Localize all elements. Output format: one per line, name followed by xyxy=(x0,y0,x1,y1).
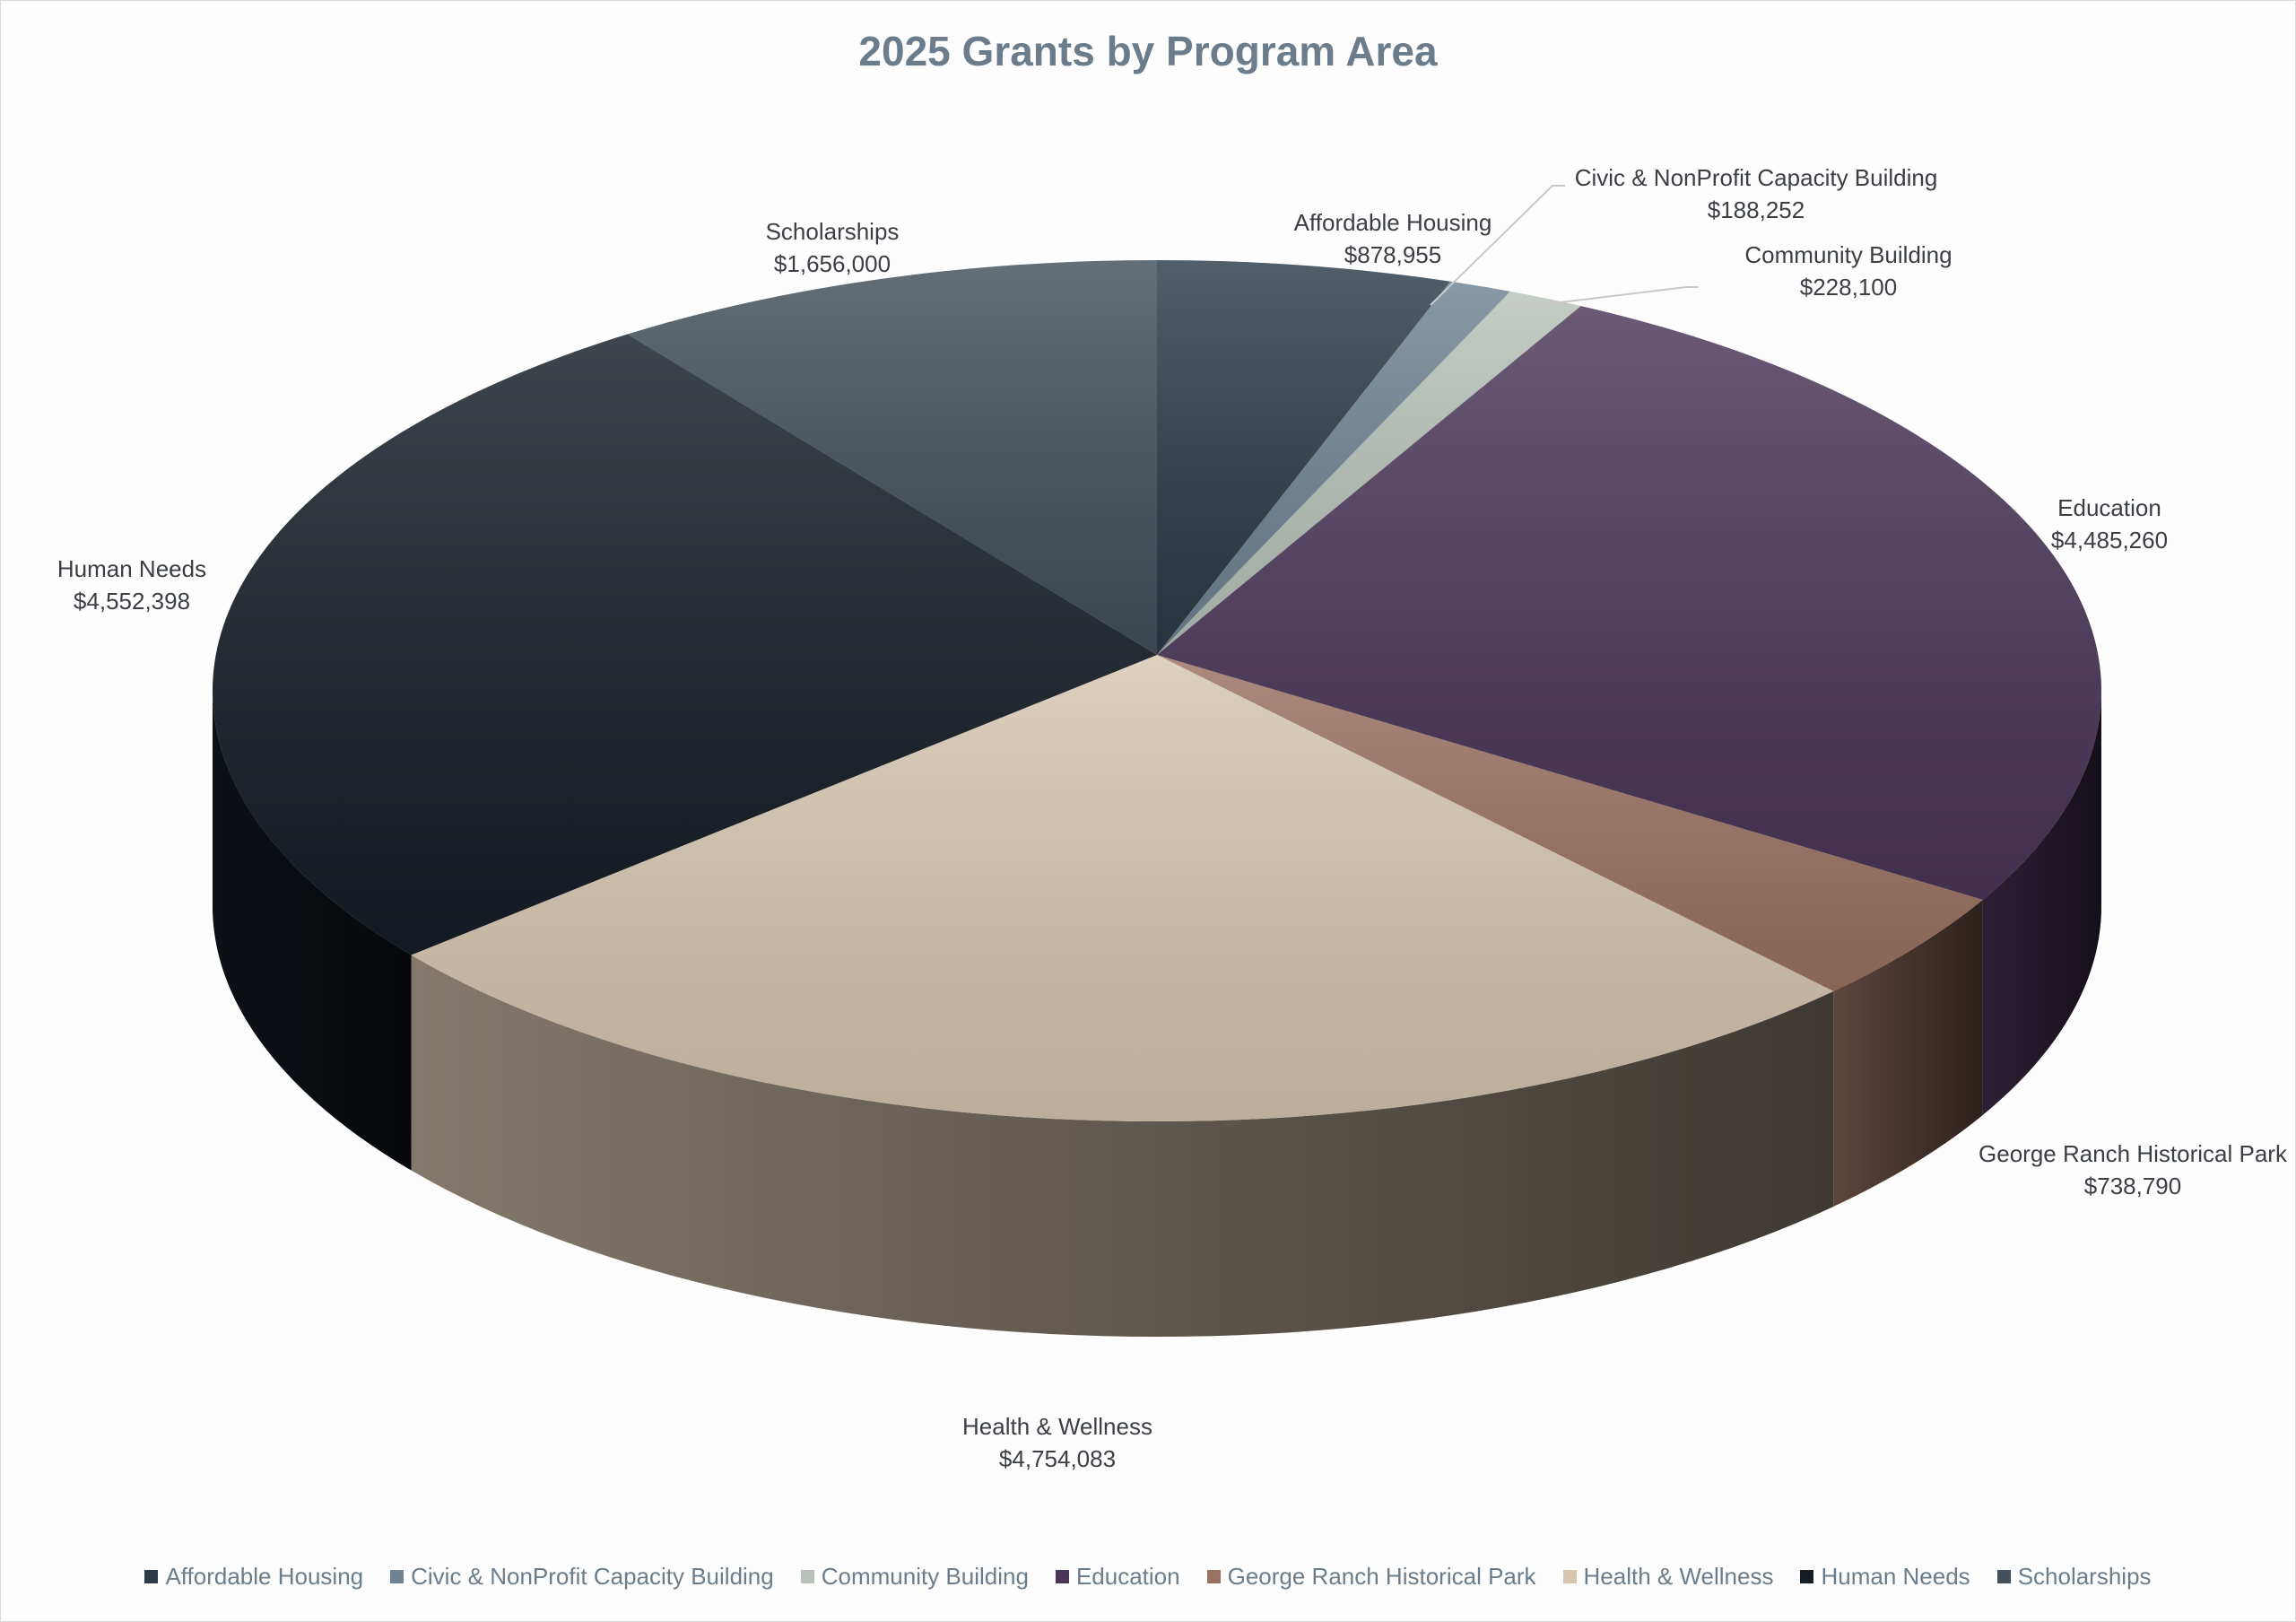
slice-shade-community-building xyxy=(1157,291,1581,655)
legend-label: Community Building xyxy=(821,1563,1029,1590)
legend-item-scholarships: Scholarships xyxy=(1996,1563,2152,1591)
legend-swatch xyxy=(800,1570,814,1583)
legend-swatch xyxy=(1055,1570,1069,1583)
legend-label: Health & Wellness xyxy=(1583,1563,1774,1590)
legend-item-health-wellness: Health & Wellness xyxy=(1562,1563,1774,1591)
data-label-civic: Civic & NonProfit Capacity Building $188,… xyxy=(1574,164,1938,223)
legend-label: Civic & NonProfit Capacity Building xyxy=(411,1563,774,1590)
data-label-health-wellness: Health & Wellness $4,754,083 xyxy=(962,1413,1152,1472)
data-label-community-building: Community Building $228,100 xyxy=(1744,241,1952,301)
legend-swatch xyxy=(390,1570,404,1583)
side-shade-health-wellness xyxy=(411,955,1834,1337)
legend-swatch xyxy=(144,1570,159,1583)
slice-shade-civic-nonprofit-capacity-building xyxy=(1157,281,1511,655)
legend-swatch xyxy=(1800,1570,1814,1583)
legend-label: Scholarships xyxy=(2017,1563,2152,1590)
data-label-affordable-housing: Affordable Housing $878,955 xyxy=(1293,209,1492,268)
slice-shade-health-wellness xyxy=(411,655,1834,1121)
legend-item-george-ranch-historical-park: George Ranch Historical Park xyxy=(1206,1563,1536,1591)
leader-line-civic xyxy=(1430,185,1565,306)
legend-label: Education xyxy=(1075,1563,1180,1590)
legend-item-civic-nonprofit-capacity-building: Civic & NonProfit Capacity Building xyxy=(390,1563,774,1591)
legend-swatch xyxy=(1206,1570,1221,1583)
legend: Affordable Housing Civic & NonProfit Capa… xyxy=(0,1563,2296,1591)
slice-shade-human-needs xyxy=(213,334,1158,955)
leader-line-community xyxy=(1493,286,1699,311)
legend-swatch xyxy=(1996,1570,2011,1583)
slice-shade-affordable-housing xyxy=(1157,260,1451,655)
side-shade-education xyxy=(1982,691,2101,1115)
legend-item-affordable-housing: Affordable Housing xyxy=(144,1563,363,1591)
data-label-human-needs: Human Needs $4,552,398 xyxy=(57,555,207,615)
legend-item-community-building: Community Building xyxy=(800,1563,1029,1591)
legend-item-human-needs: Human Needs xyxy=(1800,1563,1970,1591)
legend-label: Affordable Housing xyxy=(165,1563,364,1590)
data-label-george-ranch: George Ranch Historical Park $738,790 xyxy=(1979,1140,2287,1199)
legend-item-education: Education xyxy=(1055,1563,1180,1591)
legend-swatch xyxy=(1562,1570,1577,1583)
slice-shade-education xyxy=(1157,306,2101,900)
legend-label: Human Needs xyxy=(1821,1563,1970,1590)
side-shade-human-needs xyxy=(213,691,412,1171)
chart-title: 2025 Grants by Program Area xyxy=(858,28,1438,74)
data-label-education: Education $4,485,260 xyxy=(2050,494,2169,554)
legend-label: George Ranch Historical Park xyxy=(1227,1563,1536,1590)
data-label-scholarships: Scholarships $1,656,000 xyxy=(765,218,900,277)
slice-shade-george-ranch-historical-park xyxy=(1157,655,1983,991)
side-shade-george-ranch-historical-park xyxy=(1833,899,1983,1207)
slice-shade-scholarships xyxy=(627,260,1157,655)
